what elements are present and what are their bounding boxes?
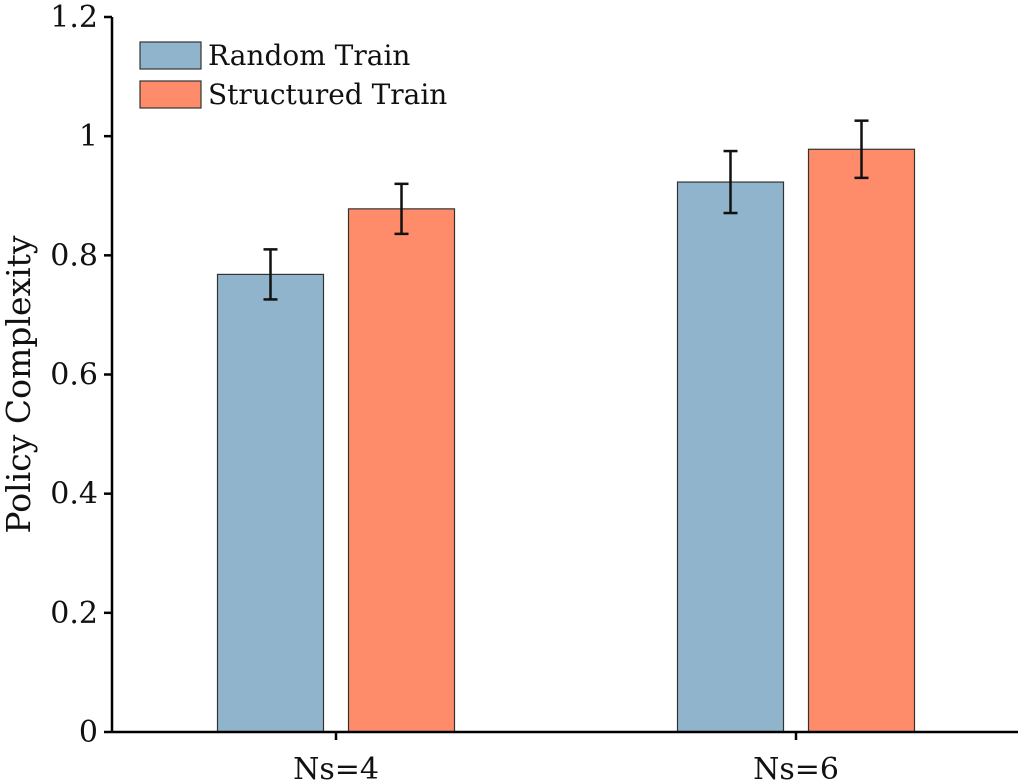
legend: Random Train Structured Train: [139, 39, 447, 111]
y-tick-label: 0.6: [50, 358, 98, 393]
legend-label-structured-train: Structured Train: [208, 78, 447, 111]
legend-label-random-train: Random Train: [208, 39, 410, 72]
legend-swatch-random-train: [139, 41, 202, 70]
y-axis-title: Policy Complexity: [0, 235, 38, 534]
y-tick-label: 1: [79, 119, 98, 154]
bar-structured-train: [807, 148, 916, 733]
x-ticks: Ns=4 Ns=6: [293, 732, 839, 784]
y-tick-label: 0.8: [50, 238, 98, 273]
y-tick-label: 1.2: [50, 0, 98, 35]
error-bars-layer: [263, 119, 869, 301]
bars-layer: [216, 148, 916, 733]
y-tick-label: 0.2: [50, 596, 98, 631]
x-tick-label: Ns=6: [753, 752, 839, 784]
legend-swatch-structured-train: [139, 80, 202, 109]
y-tick-label: 0: [79, 715, 98, 750]
bar-random-train: [676, 181, 785, 733]
bar-random-train: [216, 273, 325, 733]
y-ticks: 0 0.2 0.4 0.6 0.8 1 1.2: [50, 0, 112, 750]
bar-structured-train: [347, 208, 456, 733]
y-tick-label: 0.4: [50, 477, 98, 512]
x-tick-label: Ns=4: [293, 752, 379, 784]
